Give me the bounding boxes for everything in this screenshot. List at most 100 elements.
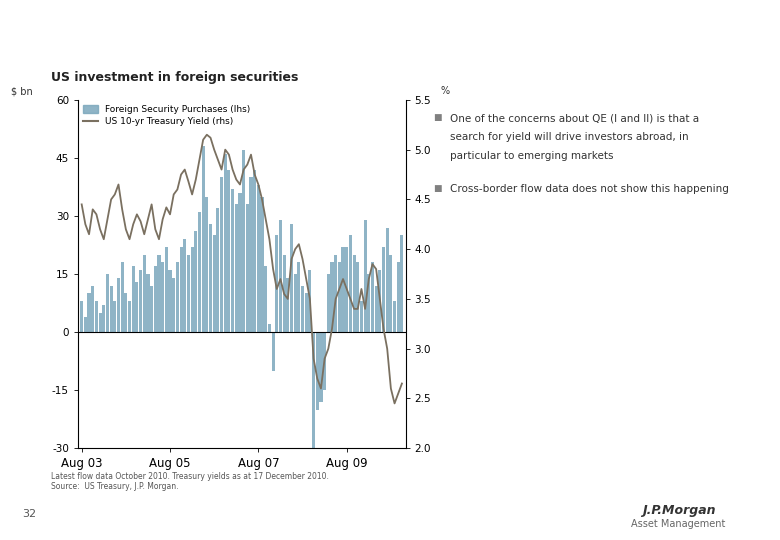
Text: search for yield will drive investors abroad, in: search for yield will drive investors ab…	[450, 132, 689, 143]
Bar	[132, 266, 135, 332]
Bar	[209, 224, 212, 332]
Bar	[257, 185, 260, 332]
Bar	[393, 301, 396, 332]
Bar	[290, 224, 293, 332]
Bar	[176, 262, 179, 332]
Bar	[106, 274, 109, 332]
Bar	[147, 274, 150, 332]
Bar	[400, 235, 403, 332]
Bar	[342, 247, 345, 332]
Text: Asset Management: Asset Management	[632, 519, 725, 529]
Bar	[128, 301, 131, 332]
Bar	[91, 286, 94, 332]
Bar	[190, 247, 193, 332]
Bar	[282, 255, 285, 332]
Bar	[367, 274, 370, 332]
Bar	[235, 204, 238, 332]
Bar	[271, 332, 275, 371]
Text: US investment in foreign securities: US investment in foreign securities	[51, 71, 298, 84]
Bar	[323, 332, 326, 390]
Text: One of the concerns about QE (I and II) is that a: One of the concerns about QE (I and II) …	[450, 113, 699, 124]
Bar	[102, 305, 105, 332]
Bar	[316, 332, 319, 409]
Bar	[250, 177, 253, 332]
Bar	[87, 293, 90, 332]
Bar	[124, 293, 127, 332]
Bar	[331, 262, 334, 332]
Bar	[179, 247, 183, 332]
Bar	[183, 239, 186, 332]
Bar	[198, 212, 201, 332]
Bar	[301, 286, 304, 332]
Bar	[345, 247, 349, 332]
Bar	[319, 332, 322, 402]
Bar	[136, 282, 139, 332]
Bar	[201, 146, 204, 332]
Bar	[154, 266, 157, 332]
Text: J.P.Morgan: J.P.Morgan	[642, 504, 715, 517]
Bar	[385, 227, 388, 332]
Bar	[305, 293, 308, 332]
Bar	[83, 316, 87, 332]
Bar	[113, 301, 116, 332]
Bar	[286, 278, 289, 332]
Text: Cross-border flow data does not show this happening: Cross-border flow data does not show thi…	[450, 184, 729, 194]
Text: $ bn: $ bn	[12, 86, 34, 97]
Bar	[150, 286, 153, 332]
Bar	[80, 301, 83, 332]
Bar	[161, 262, 165, 332]
Bar	[338, 262, 341, 332]
Bar	[356, 262, 360, 332]
Bar	[194, 232, 197, 332]
Bar	[242, 150, 245, 332]
Bar	[117, 278, 120, 332]
Bar	[95, 301, 98, 332]
Bar	[389, 255, 392, 332]
Bar	[349, 235, 352, 332]
Bar	[227, 170, 230, 332]
Bar	[275, 235, 278, 332]
Bar	[246, 204, 249, 332]
Text: GUIDE: GUIDE	[31, 13, 58, 22]
Bar	[254, 170, 257, 332]
Bar	[239, 193, 242, 332]
Bar	[261, 197, 264, 332]
Bar	[172, 278, 176, 332]
Bar	[231, 189, 234, 332]
Bar	[308, 270, 311, 332]
Bar	[121, 262, 124, 332]
Text: particular to emerging markets: particular to emerging markets	[450, 151, 614, 161]
Bar	[143, 255, 146, 332]
Text: Source:  US Treasury, J.P. Morgan.: Source: US Treasury, J.P. Morgan.	[51, 482, 178, 491]
Bar	[353, 255, 356, 332]
Bar	[220, 177, 223, 332]
Bar	[168, 270, 172, 332]
Bar	[327, 274, 330, 332]
Bar	[297, 262, 300, 332]
Bar	[224, 154, 227, 332]
Text: %: %	[441, 86, 449, 97]
Bar	[98, 313, 101, 332]
Text: Low yields in US have not yet lead to a major outflow of funds: Low yields in US have not yet lead to a …	[123, 25, 733, 43]
Text: 32: 32	[22, 509, 36, 519]
Text: MARKETS: MARKETS	[24, 51, 66, 60]
Bar	[312, 332, 315, 456]
Text: TO THE: TO THE	[29, 32, 61, 41]
Bar	[165, 247, 168, 332]
Bar	[187, 255, 190, 332]
Text: Latest flow data October 2010. Treasury yields as at 17 December 2010.: Latest flow data October 2010. Treasury …	[51, 472, 328, 481]
Bar	[216, 208, 219, 332]
Bar	[334, 255, 337, 332]
Bar	[374, 286, 378, 332]
Bar	[360, 301, 363, 332]
Bar	[205, 197, 208, 332]
Bar	[293, 274, 296, 332]
Bar	[264, 266, 268, 332]
Text: ■: ■	[433, 113, 441, 123]
Text: ■: ■	[433, 184, 441, 193]
Bar	[279, 220, 282, 332]
Bar	[213, 235, 216, 332]
Bar	[109, 286, 112, 332]
Bar	[363, 220, 367, 332]
Legend: Foreign Security Purchases (lhs), US 10-yr Treasury Yield (rhs): Foreign Security Purchases (lhs), US 10-…	[80, 102, 254, 130]
